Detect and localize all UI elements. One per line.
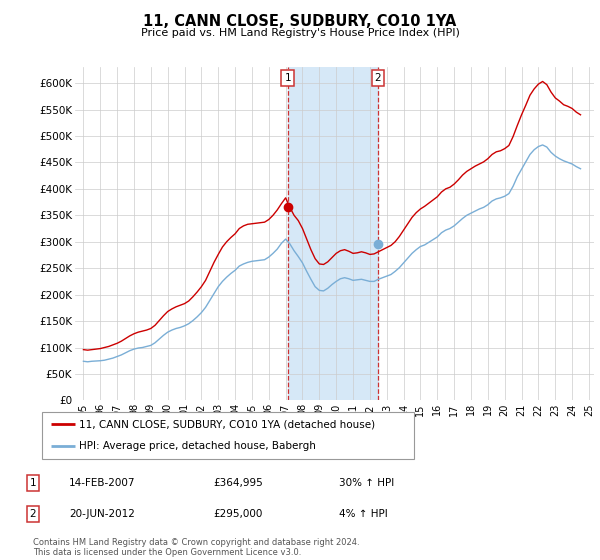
Text: 11, CANN CLOSE, SUDBURY, CO10 1YA (detached house): 11, CANN CLOSE, SUDBURY, CO10 1YA (detac… bbox=[79, 419, 376, 430]
Text: 2: 2 bbox=[29, 509, 37, 519]
Text: 30% ↑ HPI: 30% ↑ HPI bbox=[339, 478, 394, 488]
Text: HPI: Average price, detached house, Babergh: HPI: Average price, detached house, Babe… bbox=[79, 441, 316, 451]
Text: 1: 1 bbox=[284, 73, 291, 83]
Text: 20-JUN-2012: 20-JUN-2012 bbox=[69, 509, 135, 519]
Text: 4% ↑ HPI: 4% ↑ HPI bbox=[339, 509, 388, 519]
Text: 1: 1 bbox=[29, 478, 37, 488]
Text: Contains HM Land Registry data © Crown copyright and database right 2024.
This d: Contains HM Land Registry data © Crown c… bbox=[33, 538, 359, 557]
Bar bbox=[287, 67, 378, 400]
Text: 2: 2 bbox=[374, 73, 381, 83]
Text: Price paid vs. HM Land Registry's House Price Index (HPI): Price paid vs. HM Land Registry's House … bbox=[140, 28, 460, 38]
Text: 14-FEB-2007: 14-FEB-2007 bbox=[69, 478, 136, 488]
Text: 11, CANN CLOSE, SUDBURY, CO10 1YA: 11, CANN CLOSE, SUDBURY, CO10 1YA bbox=[143, 14, 457, 29]
Text: £364,995: £364,995 bbox=[213, 478, 263, 488]
Text: £295,000: £295,000 bbox=[213, 509, 262, 519]
